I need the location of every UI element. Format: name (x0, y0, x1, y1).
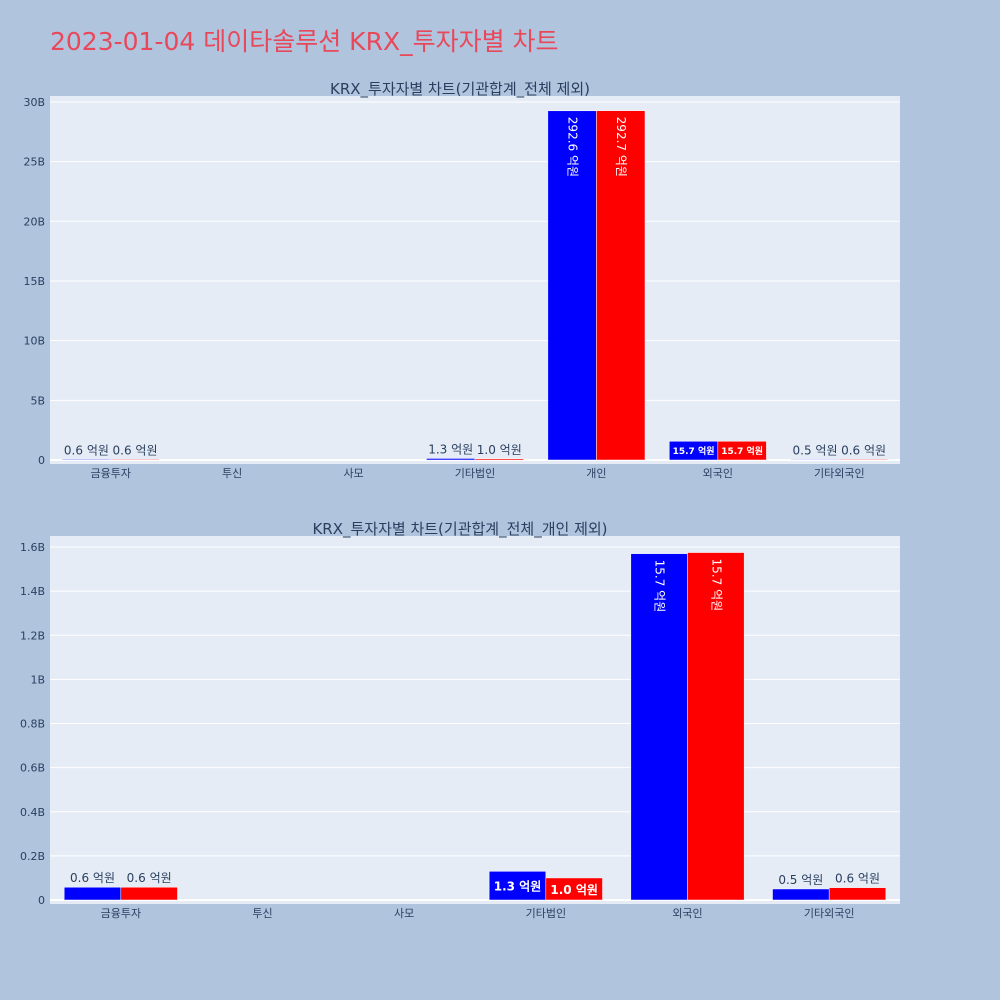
bar (545, 877, 603, 901)
bar-value-label: 0.5 억원 (778, 873, 823, 887)
bar (630, 553, 688, 901)
bar-value-label: 1.0 억원 (550, 883, 598, 897)
y-tick-label: 25B (23, 156, 45, 169)
x-tick-label: 외국인 (672, 907, 702, 920)
y-tick-label: 10B (23, 335, 45, 348)
y-tick-label: 0.6B (20, 762, 45, 775)
bar-value-label: 0.6 억원 (113, 443, 158, 457)
chart-title: KRX_투자자별 차트(기관합계_전체_개인 제외) (312, 520, 607, 539)
page-title: 2023-01-04 데이타솔루션 KRX_투자자별 차트 (50, 27, 559, 56)
bar (63, 886, 122, 901)
x-tick-label: 외국인 (703, 467, 733, 480)
y-tick-label: 15B (23, 275, 45, 288)
y-tick-label: 1.6B (20, 541, 45, 554)
y-tick-label: 1.2B (20, 629, 45, 642)
x-tick-label: 투신 (252, 907, 272, 920)
bar-value-label: 15.7 억원 (709, 559, 723, 612)
bar-value-label: 0.5 억원 (793, 443, 838, 457)
x-tick-label: 기타법인 (526, 907, 566, 920)
bar-value-label: 292.7 억원 (614, 117, 628, 177)
bar (687, 552, 745, 901)
investor-chart-total: KRX_투자자별 차트(기관합계_전체 제외) 0 5B 10B 15B 20B 25B 30… (23, 80, 900, 480)
bar (488, 871, 547, 901)
bar-value-label: 0.6 억원 (127, 871, 172, 885)
bar (61, 459, 111, 461)
bar (790, 459, 840, 461)
chart-title: KRX_투자자별 차트(기관합계_전체 제외) (330, 80, 590, 99)
bar (474, 458, 524, 461)
y-tick-label: 1B (30, 673, 45, 686)
bar-value-label: 1.3 억원 (494, 880, 542, 894)
bar (839, 459, 889, 461)
bar-value-label: 15.7 억원 (721, 445, 763, 457)
bar-value-label: 0.6 억원 (841, 443, 886, 457)
plot-area (50, 536, 900, 904)
bar (772, 888, 830, 901)
investor-chart-excl-individual: KRX_투자자별 차트(기관합계_전체_개인 제외) 0 0.2B 0.4B 0.6B 0… (20, 520, 900, 920)
y-tick-label: 5B (30, 394, 45, 407)
x-tick-label: 개인 (586, 467, 606, 480)
x-tick-label: 기타외국인 (804, 907, 855, 920)
bar (426, 458, 476, 461)
y-tick-label: 0.4B (20, 806, 45, 819)
x-tick-label: 사모 (394, 907, 414, 920)
y-tick-label: 20B (23, 215, 45, 228)
bar-value-label: 1.3 억원 (428, 442, 473, 456)
y-tick-label: 1.4B (20, 585, 45, 598)
x-tick-label: 사모 (343, 467, 363, 480)
bar-value-label: 1.0 억원 (477, 443, 522, 457)
y-tick-label: 0.2B (20, 850, 45, 863)
y-tick-label: 30B (23, 96, 45, 109)
bar-value-label: 0.6 억원 (70, 871, 115, 885)
bar (828, 887, 887, 901)
plot-area (50, 96, 900, 464)
bar (547, 110, 597, 461)
bar-value-label: 15.7 억원 (673, 445, 715, 457)
bar-value-label: 15.7 억원 (653, 560, 667, 613)
x-tick-label: 기타외국인 (814, 467, 865, 480)
x-tick-label: 기타법인 (455, 467, 495, 480)
x-tick-label: 금융투자 (101, 907, 141, 920)
y-tick-label: 0 (38, 454, 45, 467)
x-tick-label: 금융투자 (90, 467, 130, 480)
bar (110, 459, 160, 461)
y-tick-label: 0.8B (20, 718, 45, 731)
bar-value-label: 0.6 억원 (64, 443, 109, 457)
bar-value-label: 292.6 억원 (566, 117, 580, 177)
bar (120, 886, 178, 901)
bar (717, 441, 767, 461)
y-tick-label: 0 (38, 894, 45, 907)
bar-value-label: 0.6 억원 (835, 872, 880, 886)
bar (596, 110, 646, 461)
x-tick-label: 투신 (222, 467, 242, 480)
